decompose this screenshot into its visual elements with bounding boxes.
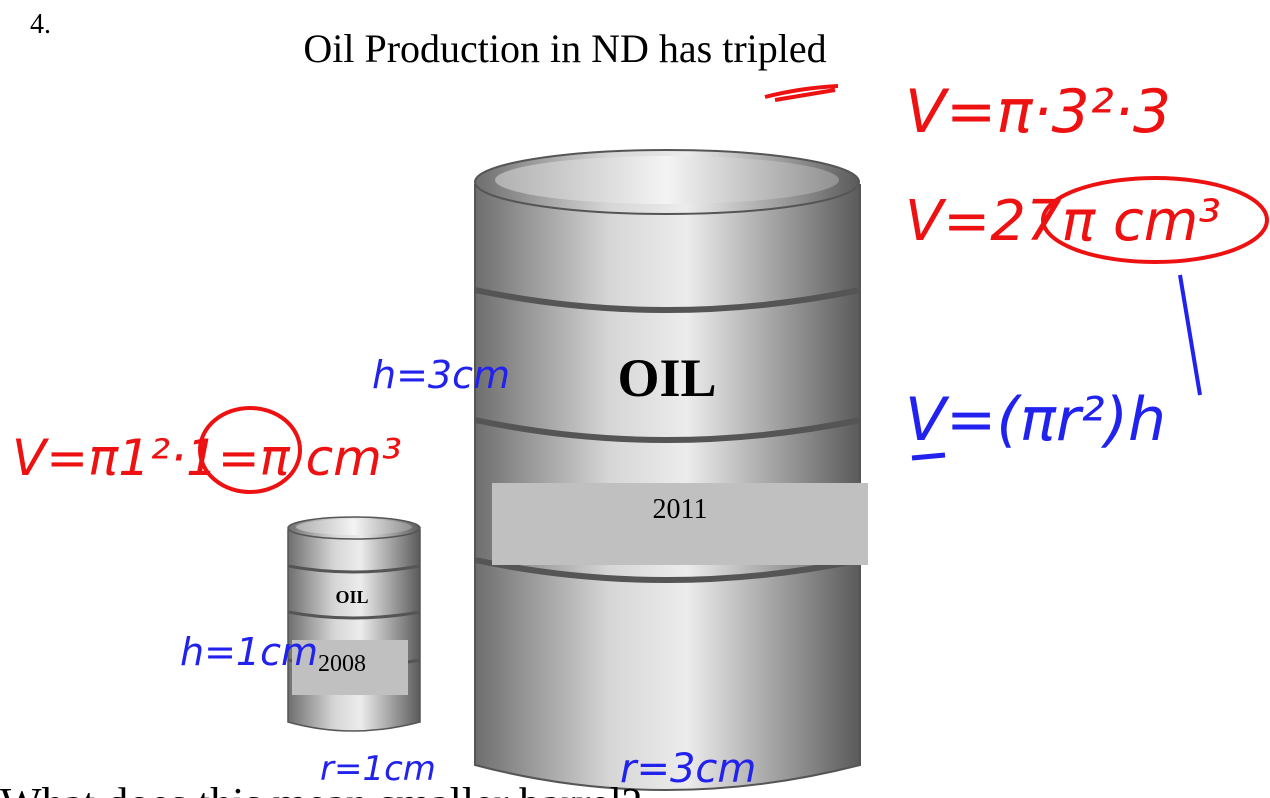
handwritten-height: h=1cm — [180, 630, 318, 674]
underline-stroke — [765, 86, 838, 100]
barrel-brand: OIL — [617, 348, 716, 408]
barrel-brand: OIL — [335, 587, 368, 607]
handwritten-formula: V=(πr²)h — [905, 385, 1166, 455]
slide-number: 4. — [30, 9, 51, 40]
small-barrel: OIL 2008 — [288, 517, 420, 731]
slide: 4. Oil Production in ND has tripled OIL … — [0, 0, 1270, 798]
large-barrel: OIL 2011 — [475, 150, 868, 790]
slide-title: Oil Production in ND has tripled — [303, 26, 826, 71]
handwritten-height: h=3cm — [372, 353, 510, 397]
question: What does this mean smaller barrel? — [0, 779, 641, 798]
barrel-year: 2008 — [318, 651, 366, 677]
handwritten-volume: V=π1²·1=π cm³ — [12, 429, 402, 487]
page: 4. Oil Production in ND has tripled OIL … — [0, 0, 1270, 798]
underline-stroke — [912, 455, 945, 458]
arrow-stroke — [1180, 275, 1200, 395]
handwritten-step: V=π·3²·3 — [905, 77, 1171, 147]
barrel-year: 2011 — [653, 494, 708, 525]
